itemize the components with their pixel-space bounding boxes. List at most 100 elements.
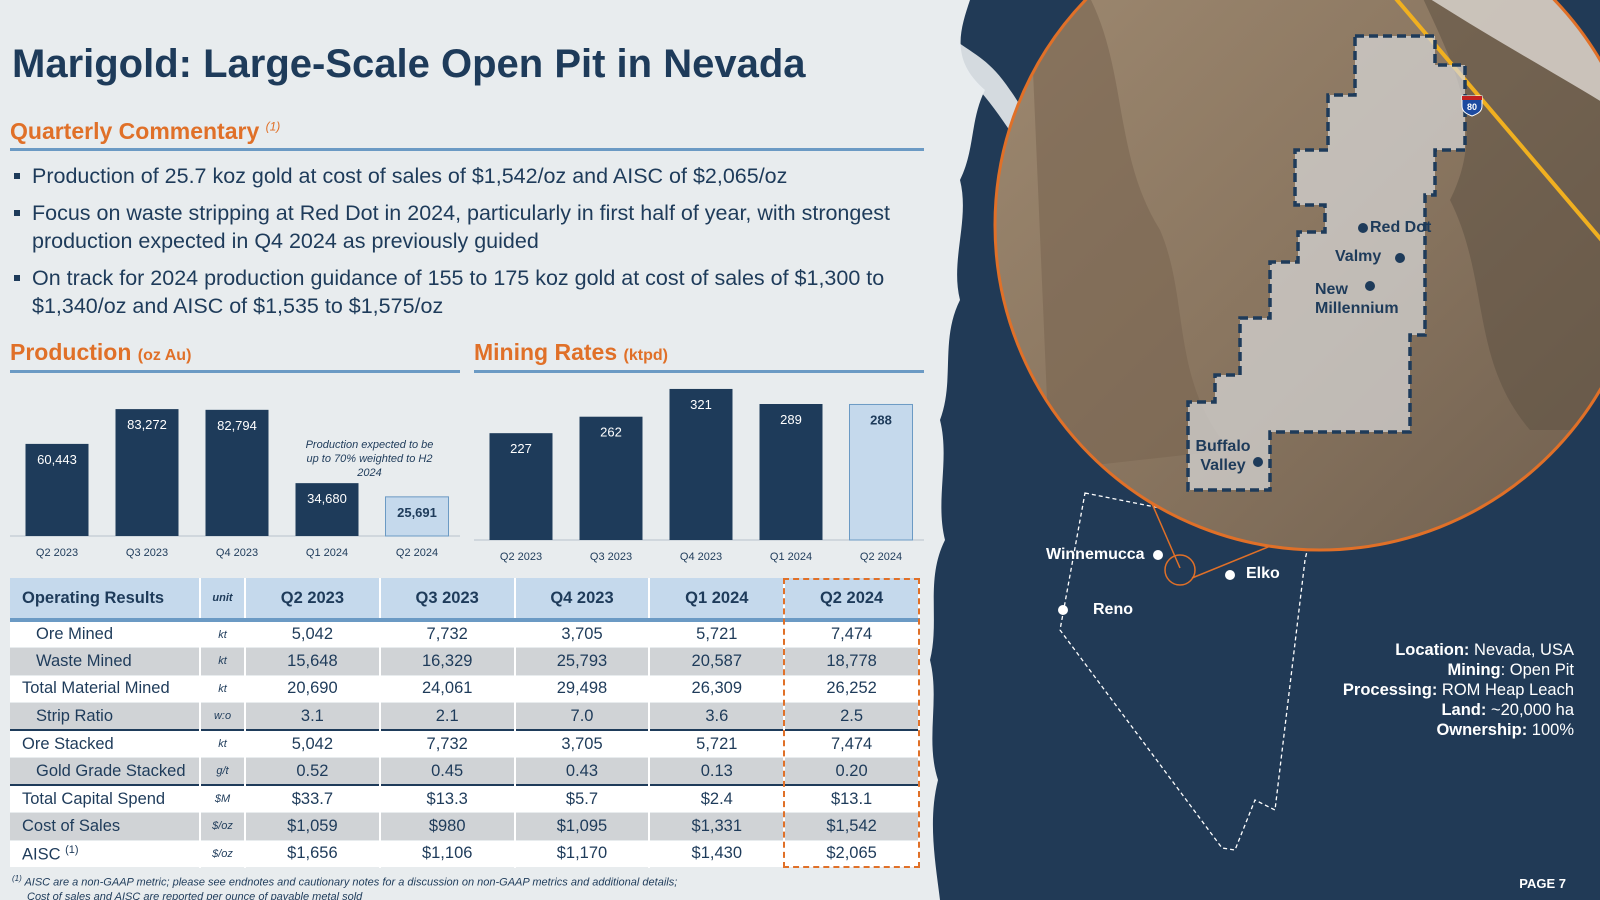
table-cell: 5,042: [245, 729, 381, 758]
row-unit: g/t: [200, 757, 246, 786]
fact-mining-key: Mining: [1447, 661, 1501, 679]
table-cell: 0.45: [379, 757, 516, 786]
commentary-heading: Quarterly Commentary (1): [10, 118, 280, 145]
table-cell: 7,732: [379, 729, 516, 758]
bar-value-label: 25,691: [397, 505, 437, 520]
bullet-item: Focus on waste stripping at Red Dot in 2…: [12, 199, 972, 255]
production-chart-svg: 60,443 Q2 2023 83,272 Q3 2023 82,794 Q4 2023 3…: [10, 409, 460, 559]
row-label: Cost of Sales: [10, 812, 201, 841]
fact-land: Land: ~20,000 ha: [1343, 700, 1574, 720]
category-label: Q4 2023: [216, 547, 258, 559]
mining-rule: [474, 370, 924, 373]
bullet-item: On track for 2024 production guidance of…: [12, 264, 972, 320]
category-label: Q1 2024: [306, 547, 348, 559]
nevada-outline: [1059, 492, 1311, 851]
row-label-text: Gold Grade Stacked: [36, 761, 186, 780]
row-label: Strip Ratio: [10, 702, 201, 731]
footnote: (1) AISC are a non-GAAP metric; please s…: [12, 872, 677, 900]
commentary-heading-text: Quarterly Commentary: [10, 118, 260, 144]
fact-ownership-key: Ownership:: [1436, 721, 1528, 739]
bar-value-label: 82,794: [217, 418, 257, 433]
site-dot-red-dot: [1358, 223, 1368, 233]
row-label-text: AISC: [22, 845, 61, 863]
header-q3-2023: Q3 2023: [379, 578, 516, 622]
bar: [385, 496, 449, 537]
fact-ownership: Ownership: 100%: [1343, 720, 1574, 740]
footnote-line2: Cost of sales and AISC are reported per …: [27, 890, 363, 900]
row-label-text: Total Material Mined: [22, 679, 170, 698]
table-cell: $13.1: [784, 784, 920, 813]
table-cell: 0.52: [245, 757, 381, 786]
commentary-rule: [10, 148, 924, 151]
nevada-map: 80 Red Dot Valmy New Millennium Buffalo …: [930, 0, 1600, 900]
page-title: Marigold: Large-Scale Open Pit in Nevada: [12, 42, 806, 86]
table-cell: 26,309: [649, 675, 786, 703]
row-unit: kt: [200, 647, 246, 676]
table-cell: 7,732: [379, 620, 516, 648]
table-cell: 18,778: [784, 647, 920, 676]
bar: [25, 443, 89, 536]
mining-chart-svg: 227 Q2 2023 262 Q3 2023 321 Q4 2023 289 Q1 2024…: [474, 388, 924, 563]
category-label: Q2 2023: [36, 547, 78, 559]
row-label-text: Total Capital Spend: [22, 789, 166, 808]
category-label: Q2 2023: [500, 551, 542, 563]
map-graphic: 80: [930, 0, 1600, 900]
table-cell: $980: [379, 812, 516, 841]
row-label-text: Strip Ratio: [36, 706, 114, 725]
bar-value-label: 262: [600, 425, 622, 440]
row-unit: kt: [200, 675, 246, 703]
fact-mining: Mining: Open Pit: [1343, 660, 1574, 680]
table-cell: $13.3: [379, 784, 516, 813]
site-dot-valmy: [1395, 253, 1405, 263]
fact-ownership-value: 100%: [1527, 721, 1574, 739]
property-boundary: [1186, 34, 1467, 492]
row-label: Gold Grade Stacked: [10, 757, 201, 786]
header-operating-results: Operating Results: [10, 578, 201, 622]
bar-value-label: 83,272: [127, 417, 167, 432]
city-label-elko: Elko: [1246, 565, 1280, 582]
table-row: Total Capital Spend $M $33.7 $13.3 $5.7 $2.4 $…: [10, 784, 920, 813]
row-label-footnote-marker: (1): [65, 843, 79, 856]
bar-value-label: 60,443: [37, 452, 77, 467]
table-row: Ore Mined kt 5,042 7,732 3,705 5,721 7,474: [10, 620, 920, 648]
mining-chart: 227 Q2 2023 262 Q3 2023 321 Q4 2023 289 Q1 2024…: [474, 380, 924, 574]
site-dot-buffalo-valley: [1253, 457, 1263, 467]
table-row: Waste Mined kt 15,648 16,329 25,793 20,587 18,…: [10, 647, 920, 676]
category-label: Q3 2023: [590, 551, 632, 563]
footnote-marker: (1): [12, 874, 22, 883]
bar-value-label: 288: [870, 412, 892, 427]
table-cell: 0.20: [784, 757, 920, 786]
bar: [849, 403, 913, 541]
site-dot-new-millennium: [1365, 281, 1375, 291]
row-unit: $/oz: [200, 812, 246, 841]
production-heading-text: Production: [10, 339, 132, 365]
row-label: Waste Mined: [10, 647, 201, 676]
table-cell: $1,106: [379, 840, 516, 868]
site-label-buffalo-valley: Buffalo Valley: [1195, 438, 1251, 474]
mining-heading-text: Mining Rates: [474, 339, 618, 365]
commentary-footnote-marker: (1): [265, 119, 281, 134]
footnote-line1-text: AISC are a non-GAAP metric; please see e…: [24, 876, 678, 889]
city-dot-winnemucca: [1153, 550, 1163, 560]
table-cell: 7,474: [784, 729, 920, 758]
production-note: Production expected to be up to 70% weig…: [305, 439, 434, 479]
fact-land-key: Land:: [1441, 701, 1487, 719]
row-label-text: Cost of Sales: [22, 816, 121, 835]
city-dot-elko: [1225, 570, 1235, 580]
table-row: Cost of Sales $/oz $1,059 $980 $1,095 $1,331 $…: [10, 812, 920, 841]
header-q4-2023: Q4 2023: [514, 578, 651, 622]
table-body: Ore Mined kt 5,042 7,732 3,705 5,721 7,474 Wast…: [10, 620, 920, 868]
fact-processing-key: Processing:: [1342, 681, 1438, 699]
city-label-winnemucca: Winnemucca: [1046, 546, 1145, 563]
table-cell: 2.5: [784, 702, 920, 731]
bar: [115, 409, 179, 536]
table-cell: $1,095: [514, 812, 651, 841]
table-cell: 20,587: [649, 647, 786, 676]
table-cell: $2,065: [784, 840, 920, 868]
mining-heading: Mining Rates (ktpd): [474, 339, 668, 366]
row-unit: kt: [200, 729, 246, 758]
row-unit: w:o: [200, 702, 246, 731]
table-row: Gold Grade Stacked g/t 0.52 0.45 0.43 0.13 0.2…: [10, 757, 920, 786]
bar: [759, 404, 823, 540]
row-unit: $M: [200, 784, 246, 813]
